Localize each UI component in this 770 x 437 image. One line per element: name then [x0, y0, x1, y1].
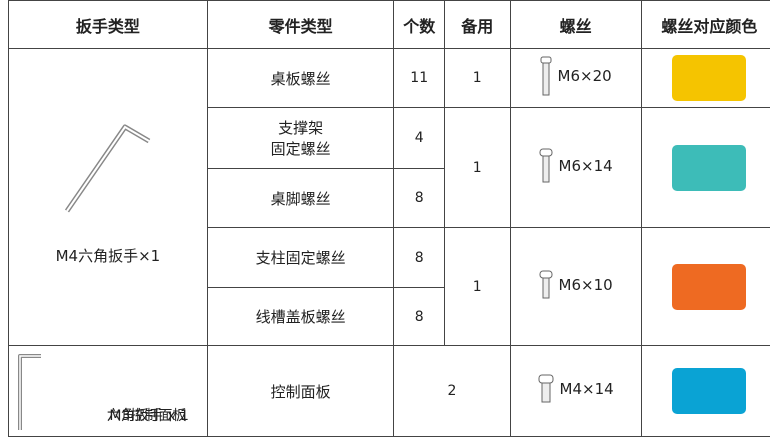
- screw-icon: [538, 374, 554, 404]
- header: 零件类型: [207, 1, 394, 49]
- count: 8: [394, 169, 444, 228]
- color-cell: [641, 228, 770, 346]
- screw: M6×20: [558, 67, 612, 85]
- spare: 1: [444, 108, 510, 228]
- header: 个数: [394, 1, 444, 49]
- screw-cell: M6×10: [510, 228, 641, 346]
- screw-cell: M6×20: [510, 49, 641, 108]
- wrench-icon: [59, 119, 159, 219]
- header-row: 扳手类型 零件类型 个数 备用 螺丝 螺丝对应颜色: [9, 1, 770, 49]
- count: 11: [394, 49, 444, 108]
- part: 支柱固定螺丝: [207, 228, 394, 288]
- row: M4六角扳手×1 桌板螺丝 11 1 M6×20: [9, 49, 770, 108]
- color-swatch: [672, 145, 746, 191]
- part-line: 固定螺丝: [271, 140, 331, 158]
- screw-icon: [539, 270, 553, 300]
- color-swatch: [672, 55, 746, 101]
- part: 桌脚螺丝: [207, 169, 394, 228]
- row: M3控制面板六角扳手 x 1 控制面板 2 M4×14: [9, 346, 770, 437]
- screw: M6×10: [559, 276, 613, 294]
- wrench-label: M4六角扳手×1: [9, 245, 207, 266]
- header: 螺丝: [510, 1, 641, 49]
- part-line: 支撑架: [278, 119, 323, 137]
- part: 控制面板: [207, 346, 394, 437]
- wrench-cell: M4六角扳手×1: [9, 49, 208, 346]
- count: 8: [394, 288, 444, 346]
- color-cell: [641, 346, 770, 437]
- count: 2: [394, 346, 510, 437]
- color-swatch: [672, 264, 746, 310]
- color-cell: [641, 49, 770, 108]
- screw-cell: M6×14: [510, 108, 641, 228]
- color-swatch: [672, 368, 746, 414]
- count: 8: [394, 228, 444, 288]
- screw-icon: [540, 56, 552, 96]
- part: 线槽盖板螺丝: [207, 288, 394, 346]
- header: 扳手类型: [9, 1, 208, 49]
- screw-cell: M4×14: [510, 346, 641, 437]
- screw-icon: [539, 148, 553, 184]
- screw: M6×14: [559, 157, 613, 175]
- header: 备用: [444, 1, 510, 49]
- color-cell: [641, 108, 770, 228]
- part: 桌板螺丝: [207, 49, 394, 108]
- header: 螺丝对应颜色: [641, 1, 770, 49]
- spare: 1: [444, 49, 510, 108]
- spare: 1: [444, 228, 510, 346]
- parts-table: 扳手类型 零件类型 个数 备用 螺丝 螺丝对应颜色 M4六角扳手×1 桌板螺丝 …: [8, 0, 770, 437]
- count: 4: [394, 108, 444, 169]
- part: 支撑架固定螺丝: [207, 108, 394, 169]
- screw: M4×14: [560, 380, 614, 398]
- wrench-label: 六角扳手 x 1: [89, 406, 207, 426]
- wrench-icon: [15, 352, 45, 432]
- wrench-cell: M3控制面板六角扳手 x 1: [9, 346, 208, 437]
